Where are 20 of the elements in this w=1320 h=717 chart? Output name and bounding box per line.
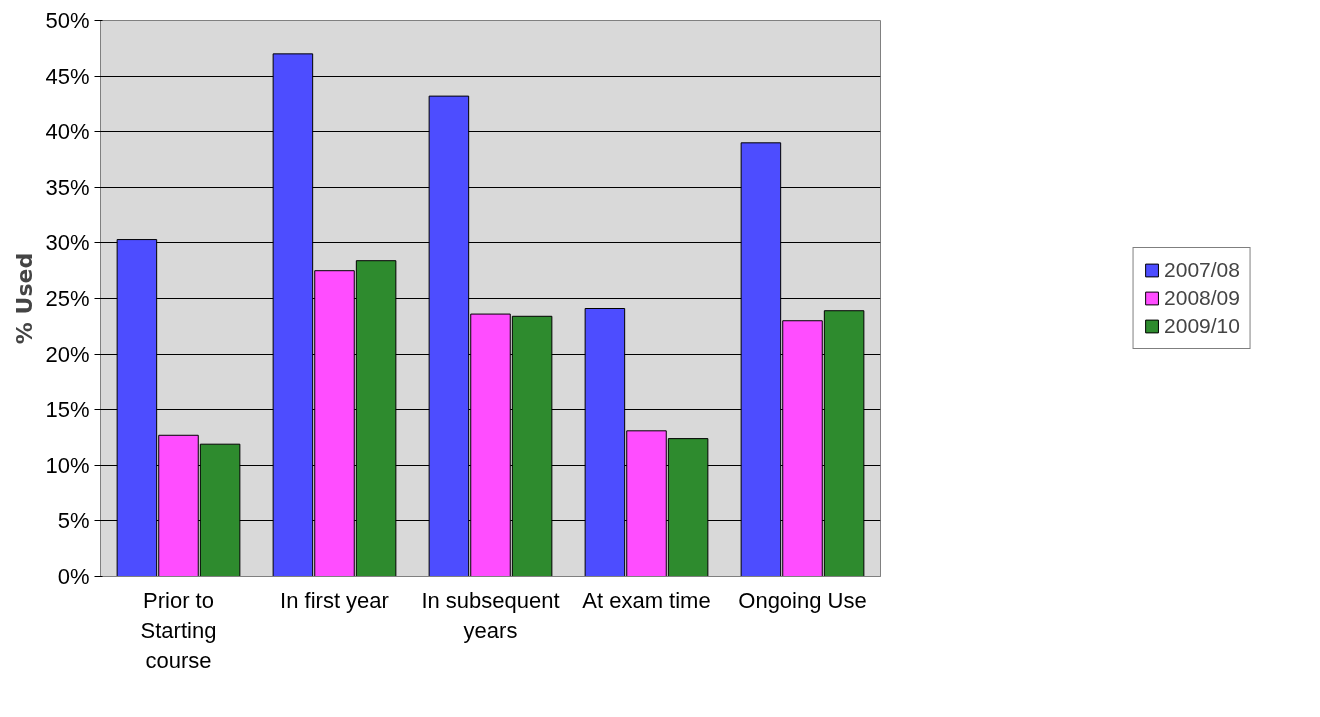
y-tick-label: 25% [45, 286, 90, 311]
legend-label: 2007/08 [1164, 258, 1240, 282]
y-tick-label: 50% [45, 8, 90, 33]
y-tick-label: 10% [45, 452, 90, 478]
y-tick-label: 15% [45, 397, 90, 423]
y-axis-title: % Used [12, 252, 38, 345]
y-tick-label: 0% [57, 564, 90, 589]
x-tick-label: In first year [280, 587, 389, 613]
y-tick-label: 5% [57, 508, 90, 534]
y-tick-label: 20% [45, 341, 90, 367]
x-tick-label: Prior to Starting course [140, 587, 217, 673]
x-tick-label: At exam time [582, 587, 711, 613]
x-tick-label: Ongoing Use [738, 587, 867, 613]
x-tick-label: In subsequent years [421, 587, 560, 643]
legend-label: 2009/10 [1164, 314, 1240, 338]
y-tick-label: 40% [45, 119, 90, 145]
legend-label: 2008/09 [1164, 286, 1240, 310]
y-tick-label: 35% [45, 174, 90, 200]
y-tick-label: 30% [45, 230, 90, 256]
y-tick-label: 45% [45, 63, 90, 89]
